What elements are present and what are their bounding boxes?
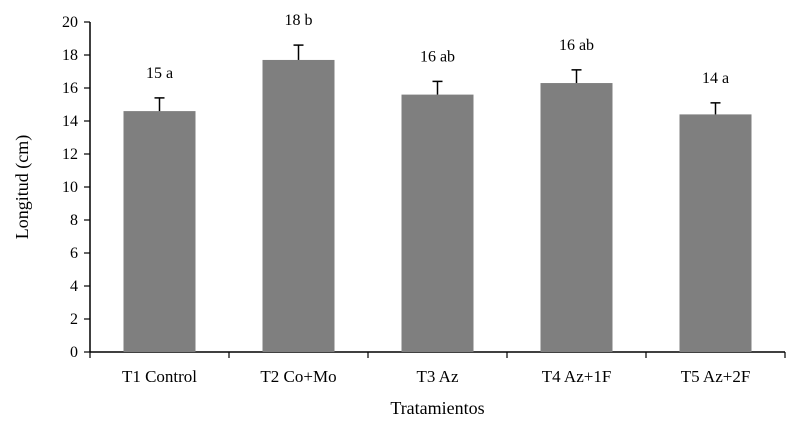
x-axis-title: Tratamientos: [390, 398, 484, 418]
y-tick-label: 14: [62, 113, 78, 130]
x-ticks: [89, 352, 786, 358]
y-tick-label: 2: [70, 311, 78, 328]
category-labels: T1 Control T2 Co+Mo T3 Az T4 Az+1F T5 Az+2F: [122, 367, 750, 386]
category-label: T4 Az+1F: [542, 367, 612, 386]
bar: [123, 111, 196, 352]
y-tick-label: 18: [62, 47, 78, 64]
data-labels: 15 a 18 b 16 ab 16 ab 14 a: [146, 12, 729, 87]
data-label: 16 ab: [420, 48, 455, 65]
y-ticks: 0 2 4 6 8 10 12 14 16 18 20: [62, 14, 90, 361]
y-tick-label: 12: [62, 146, 78, 163]
category-label: T1 Control: [122, 367, 197, 386]
data-label: 18 b: [285, 12, 313, 29]
bar: [262, 59, 335, 352]
error-bars: [154, 44, 721, 115]
data-label: 15 a: [146, 65, 173, 82]
y-tick-label: 16: [62, 80, 78, 97]
y-tick-label: 8: [70, 212, 78, 229]
bar: [401, 94, 474, 352]
category-label: T2 Co+Mo: [260, 367, 336, 386]
category-label: T5 Az+2F: [681, 367, 751, 386]
bar: [679, 114, 752, 353]
bars: [123, 59, 752, 353]
y-axis-title: Longitud (cm): [12, 135, 33, 239]
bar: [540, 83, 613, 353]
category-label: T3 Az: [416, 367, 458, 386]
y-tick-label: 20: [62, 14, 78, 31]
y-tick-label: 4: [70, 278, 78, 295]
data-label: 14 a: [702, 70, 729, 87]
y-tick-label: 0: [70, 344, 78, 361]
y-tick-label: 6: [70, 245, 78, 262]
y-tick-label: 10: [62, 179, 78, 196]
data-label: 16 ab: [559, 37, 594, 54]
